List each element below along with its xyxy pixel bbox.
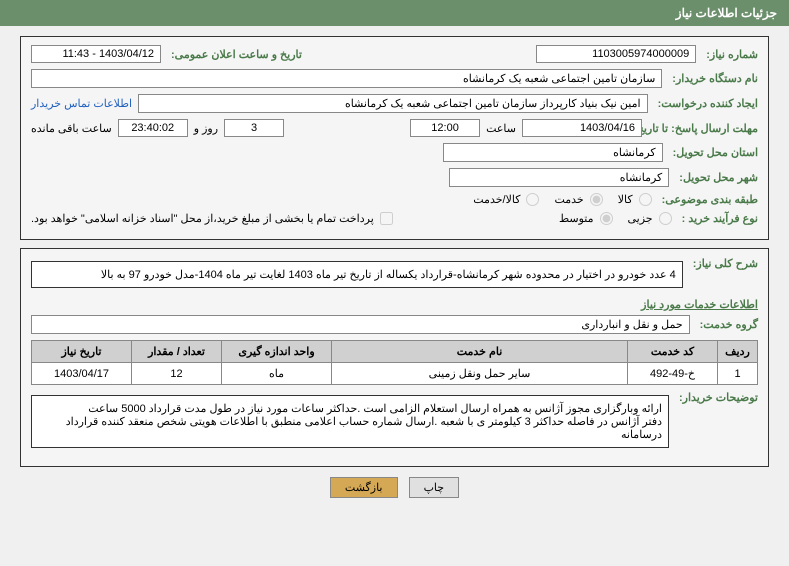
requester-field: امین نیک بنیاد کارپرداز سازمان تامین اجت… (138, 94, 648, 113)
info-box: شماره نیاز: 1103005974000009 تاریخ و ساع… (20, 36, 769, 240)
time-remaining-field: 23:40:02 (118, 119, 188, 137)
cell-date: 1403/04/17 (32, 363, 132, 385)
description-box: شرح کلی نیاز: 4 عدد خودرو در اختیار در م… (20, 248, 769, 467)
th-date: تاریخ نیاز (32, 341, 132, 363)
category-label: طبقه بندی موضوعی: (658, 193, 758, 206)
need-desc-text: 4 عدد خودرو در اختیار در محدوده شهر کرما… (31, 261, 683, 288)
page-header: جزئیات اطلاعات نیاز (0, 0, 789, 26)
services-section-title: اطلاعات خدمات مورد نیاز (31, 298, 758, 311)
radio-service[interactable]: خدمت (554, 193, 602, 206)
need-number-label: شماره نیاز: (702, 48, 758, 61)
print-button[interactable]: چاپ (409, 477, 460, 498)
radio-minor[interactable]: جزیی (628, 212, 672, 225)
payment-checkbox[interactable]: پرداخت تمام یا بخشی از مبلغ خرید،از محل … (31, 212, 393, 225)
service-group-label: گروه خدمت: (696, 318, 758, 331)
th-unit: واحد اندازه گیری (222, 341, 332, 363)
deadline-label: مهلت ارسال پاسخ: تا تاریخ: (648, 122, 758, 135)
buyer-notes-label: توضیحات خریدار: (675, 391, 758, 404)
delivery-province-label: استان محل تحویل: (669, 146, 758, 159)
contact-buyer-link[interactable]: اطلاعات تماس خریدار (31, 97, 132, 110)
th-qty: تعداد / مقدار (132, 341, 222, 363)
deadline-time-field: 12:00 (410, 119, 480, 137)
radio-goods-service[interactable]: کالا/خدمت (473, 193, 539, 206)
cell-name: سایر حمل ونقل زمینی (332, 363, 628, 385)
buyer-notes-text: ارائه وبارگزاری مجوز آژانس به همراه ارسا… (31, 395, 669, 448)
requester-label: ایجاد کننده درخواست: (654, 97, 758, 110)
th-row: ردیف (718, 341, 758, 363)
radio-medium[interactable]: متوسط (559, 212, 613, 225)
time-remaining-label: ساعت باقی مانده (31, 122, 112, 135)
radio-goods[interactable]: کالا (618, 193, 652, 206)
deadline-date-field: 1403/04/16 (522, 119, 642, 137)
service-group-field: حمل و نقل و انبارداری (31, 315, 690, 334)
need-desc-label: شرح کلی نیاز: (689, 257, 758, 270)
buyer-org-field: سازمان تامین اجتماعی شعبه یک کرمانشاه (31, 69, 662, 88)
delivery-province-field: کرمانشاه (443, 143, 663, 162)
time-label: ساعت (486, 122, 516, 135)
cell-code: خ-49-492 (628, 363, 718, 385)
cell-qty: 12 (132, 363, 222, 385)
cell-unit: ماه (222, 363, 332, 385)
buyer-org-label: نام دستگاه خریدار: (668, 72, 758, 85)
th-name: نام خدمت (332, 341, 628, 363)
announce-date-field: 1403/04/12 - 11:43 (31, 45, 161, 63)
table-row: 1 خ-49-492 سایر حمل ونقل زمینی ماه 12 14… (32, 363, 758, 385)
back-button[interactable]: بازگشت (330, 477, 398, 498)
delivery-city-label: شهر محل تحویل: (675, 171, 758, 184)
services-table: ردیف کد خدمت نام خدمت واحد اندازه گیری ت… (31, 340, 758, 385)
days-remaining-field: 3 (224, 119, 284, 137)
announce-date-label: تاریخ و ساعت اعلان عمومی: (167, 48, 302, 61)
need-number-field: 1103005974000009 (536, 45, 696, 63)
delivery-city-field: کرمانشاه (449, 168, 669, 187)
process-type-label: نوع فرآیند خرید : (678, 212, 758, 225)
days-and-label: روز و (194, 122, 218, 135)
cell-num: 1 (718, 363, 758, 385)
th-code: کد خدمت (628, 341, 718, 363)
